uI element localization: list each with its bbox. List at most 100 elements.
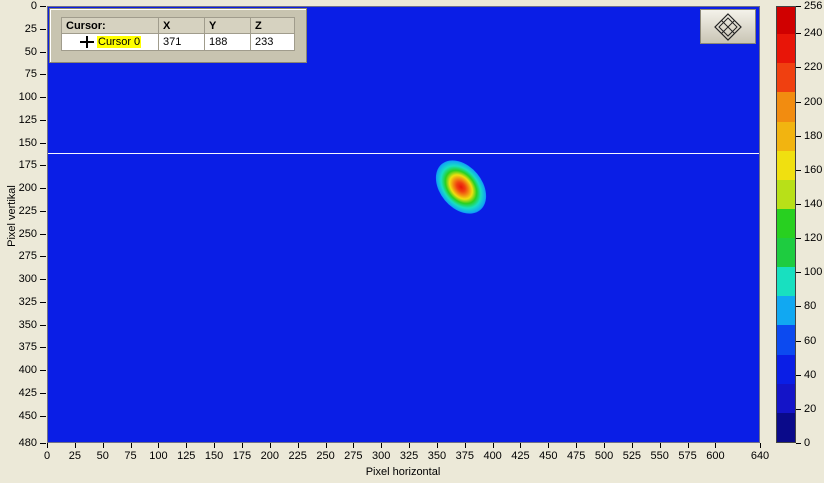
color-scale-segment bbox=[777, 62, 795, 93]
y-tick-label: 350 bbox=[18, 318, 37, 331]
x-tick-label: 350 bbox=[427, 450, 447, 462]
color-scale-segment bbox=[777, 33, 795, 64]
x-tick-mark bbox=[47, 443, 48, 448]
color-scale-tick bbox=[796, 443, 801, 444]
y-tick-label: 200 bbox=[18, 182, 37, 195]
y-tick-label: 150 bbox=[18, 136, 37, 149]
y-tick-mark bbox=[40, 28, 46, 30]
cursor-x-value: 371 bbox=[158, 33, 205, 51]
x-tick-label: 225 bbox=[288, 450, 307, 462]
color-scale-label: 120 bbox=[804, 232, 823, 245]
color-scale-tick bbox=[796, 101, 801, 103]
cursor-crosshair-icon[interactable] bbox=[80, 36, 94, 49]
color-scale-tick bbox=[796, 272, 801, 274]
x-tick-label: 640 bbox=[750, 450, 770, 462]
x-tick-label: 275 bbox=[344, 450, 363, 462]
y-tick-label: 75 bbox=[24, 68, 37, 81]
color-scale-tick bbox=[796, 374, 801, 376]
x-tick-mark bbox=[492, 443, 494, 448]
x-tick-mark bbox=[186, 443, 188, 448]
x-tick-mark bbox=[102, 443, 104, 448]
y-tick-label: 50 bbox=[24, 45, 37, 58]
color-scale-label: 180 bbox=[804, 129, 823, 142]
y-tick-mark bbox=[40, 188, 46, 190]
x-tick-mark bbox=[130, 443, 132, 448]
color-scale-tick bbox=[796, 408, 801, 410]
x-tick-label: 600 bbox=[706, 450, 725, 462]
x-tick-mark bbox=[74, 443, 76, 448]
x-tick-label: 425 bbox=[511, 450, 530, 462]
color-scale-segment bbox=[777, 411, 795, 442]
color-scale-segment bbox=[777, 237, 795, 268]
x-tick-label: 375 bbox=[455, 450, 474, 462]
x-tick-mark bbox=[760, 443, 761, 448]
cursor-row[interactable]: Cursor 0 371 188 233 bbox=[61, 33, 295, 51]
y-tick-mark bbox=[40, 415, 46, 417]
beam-spot bbox=[425, 150, 497, 224]
x-tick-mark bbox=[576, 443, 578, 448]
x-tick-label: 100 bbox=[149, 450, 168, 462]
x-tick-label: 450 bbox=[539, 450, 558, 462]
color-scale-segment bbox=[777, 266, 795, 297]
cursor-name-cell[interactable]: Cursor 0 bbox=[61, 33, 159, 51]
cursor-table: Cursor: X Y Z Cursor 0 371 188 233 bbox=[61, 17, 295, 51]
color-scale-label: 100 bbox=[804, 266, 823, 279]
color-scale-segment bbox=[777, 7, 795, 35]
x-tick-label: 150 bbox=[204, 450, 224, 462]
y-tick-label: 300 bbox=[18, 273, 37, 286]
color-scale-label: 0 bbox=[804, 437, 811, 449]
cursor-y-value: 188 bbox=[204, 33, 251, 51]
color-scale-label: 60 bbox=[804, 334, 817, 347]
color-scale-label: 240 bbox=[804, 27, 823, 40]
y-tick-mark bbox=[40, 347, 46, 349]
x-tick-label: 25 bbox=[68, 450, 81, 462]
y-tick-label: 25 bbox=[24, 22, 37, 35]
color-scale-bar[interactable] bbox=[776, 6, 796, 443]
cursor-table-header: Cursor: X Y Z bbox=[61, 17, 295, 34]
y-tick-mark bbox=[40, 233, 46, 235]
color-scale-segment bbox=[777, 149, 795, 180]
x-tick-label: 550 bbox=[650, 450, 669, 462]
pan-zoom-diamond-icon bbox=[714, 12, 742, 41]
y-tick-label: 100 bbox=[18, 91, 37, 104]
color-scale-label: 20 bbox=[804, 402, 817, 415]
x-tick-label: 0 bbox=[43, 450, 51, 462]
y-tick-label: 250 bbox=[18, 227, 37, 240]
pan-zoom-button[interactable] bbox=[700, 9, 756, 44]
color-scale-tick bbox=[796, 340, 801, 342]
y-tick-mark bbox=[40, 301, 46, 303]
y-tick-mark bbox=[40, 256, 46, 258]
y-tick-label: 275 bbox=[18, 250, 37, 263]
x-tick-mark bbox=[659, 443, 661, 448]
y-tick-label: 225 bbox=[18, 204, 37, 217]
x-tick-label: 300 bbox=[372, 450, 391, 462]
x-tick-mark bbox=[520, 443, 522, 448]
x-tick-mark bbox=[604, 443, 606, 448]
x-tick-label: 175 bbox=[232, 450, 252, 462]
x-tick-label: 250 bbox=[316, 450, 335, 462]
x-tick-label: 525 bbox=[622, 450, 642, 462]
y-tick-mark bbox=[40, 165, 46, 167]
y-tick-mark bbox=[40, 74, 46, 76]
color-scale-tick bbox=[796, 6, 801, 7]
y-tick-mark bbox=[40, 279, 46, 281]
y-tick-mark bbox=[40, 210, 46, 212]
color-scale-label: 80 bbox=[804, 300, 817, 313]
intensity-plot-area[interactable] bbox=[47, 6, 760, 443]
x-tick-label: 75 bbox=[124, 450, 137, 462]
y-tick-mark bbox=[40, 119, 46, 121]
x-tick-mark bbox=[548, 443, 550, 448]
x-tick-label: 325 bbox=[399, 450, 419, 462]
color-scale-segment bbox=[777, 382, 795, 413]
header-y: Y bbox=[204, 17, 251, 34]
color-scale-segment bbox=[777, 324, 795, 355]
color-scale-segment bbox=[777, 207, 795, 239]
color-scale-segment bbox=[777, 120, 795, 151]
y-tick-mark bbox=[40, 6, 46, 7]
x-tick-mark bbox=[436, 443, 438, 448]
y-tick-label: 0 bbox=[30, 0, 37, 12]
cursor-horizontal-line[interactable] bbox=[48, 152, 759, 154]
header-z: Z bbox=[250, 17, 295, 34]
cursor-name[interactable]: Cursor 0 bbox=[97, 35, 142, 48]
x-tick-label: 200 bbox=[260, 450, 279, 462]
